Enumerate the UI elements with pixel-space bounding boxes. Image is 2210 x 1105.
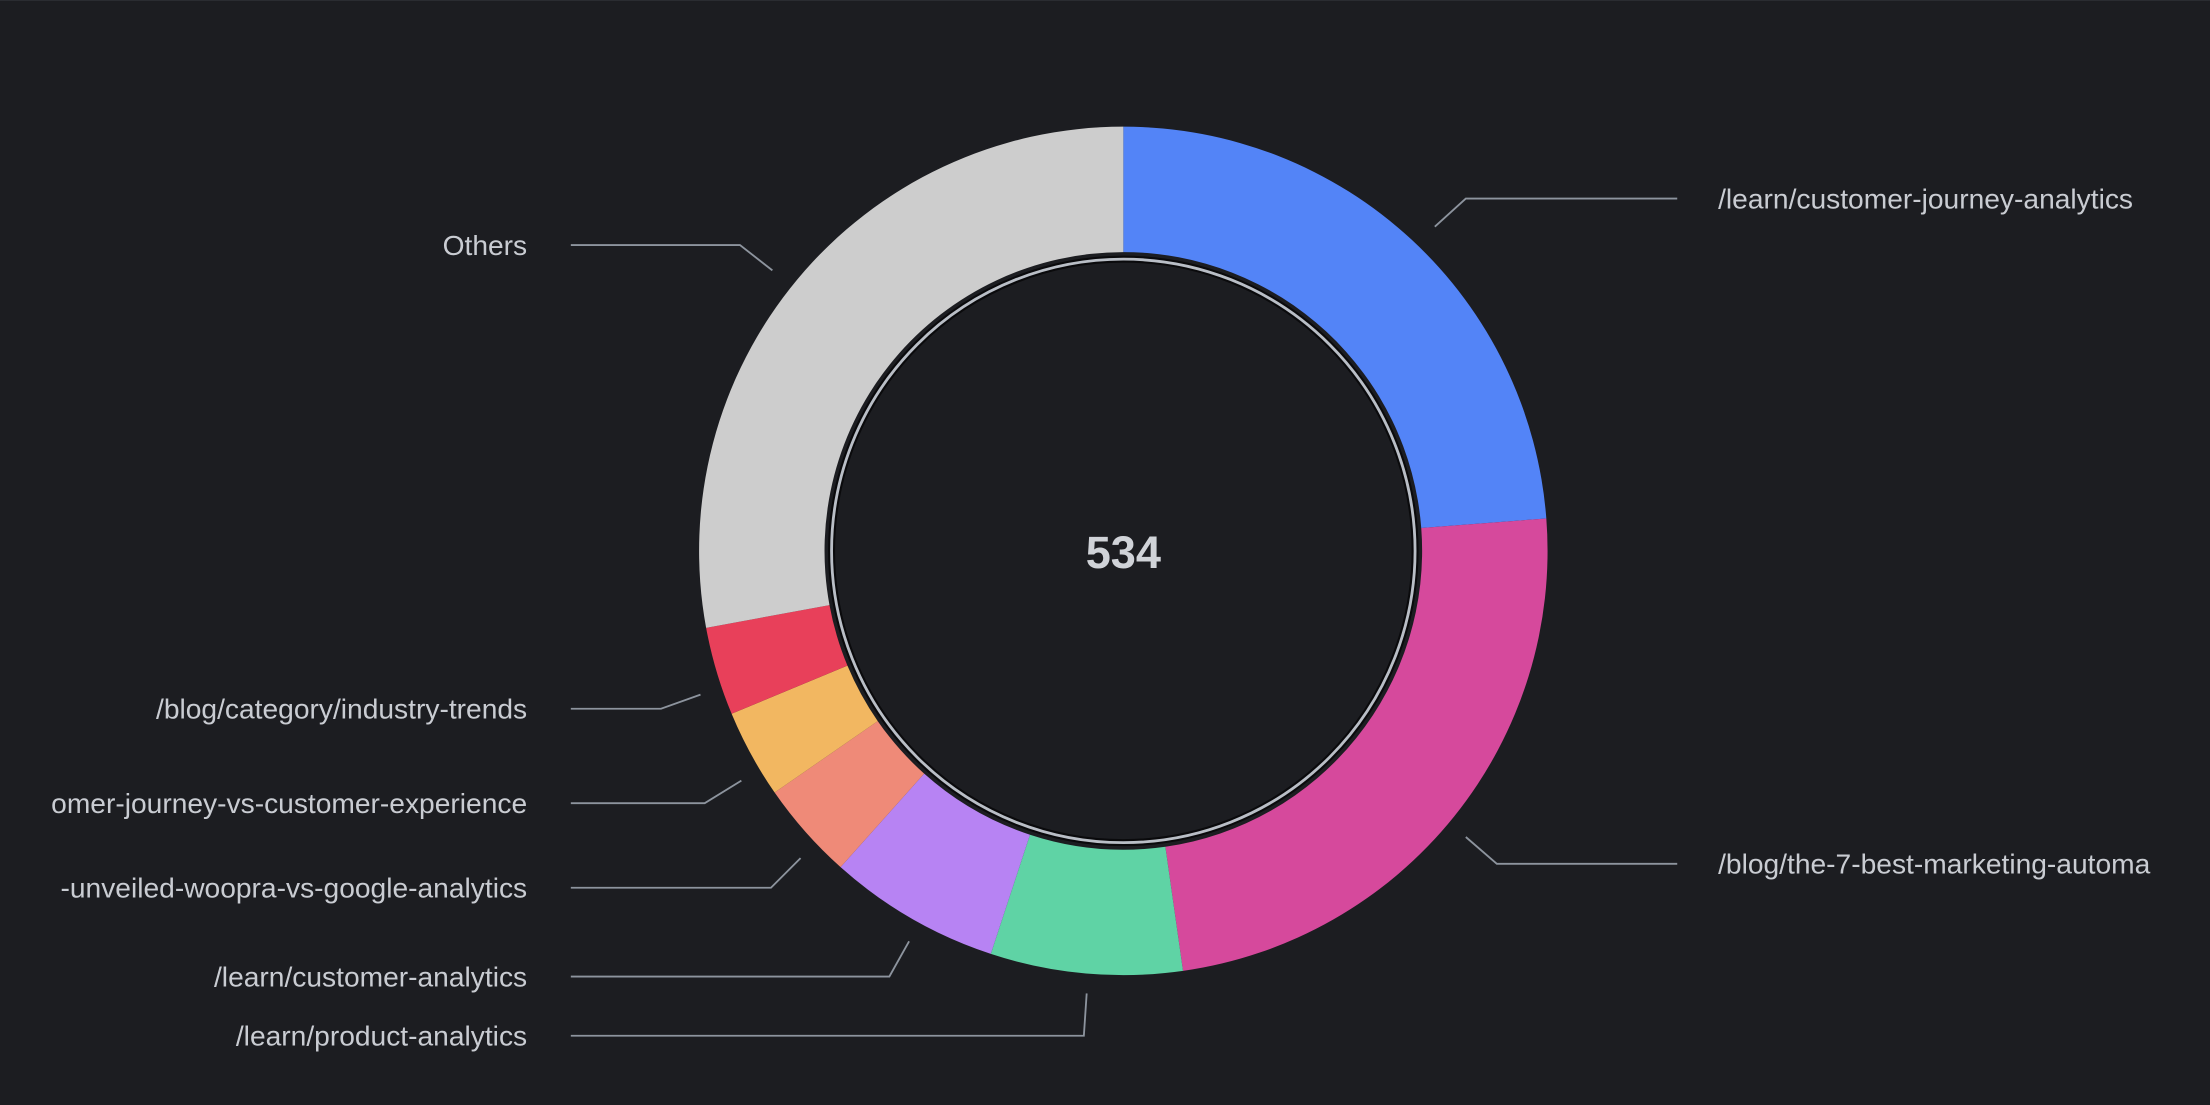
slice-4[interactable] — [774, 721, 925, 868]
leader-line — [570, 940, 910, 978]
slice-0[interactable] — [1123, 126, 1547, 529]
slice-6[interactable] — [706, 605, 848, 714]
slice-label: /blog/the-7-best-marketing-automa — [1718, 848, 2151, 880]
slice-label: -unveiled-woopra-vs-google-analytics — [61, 872, 528, 904]
leader-line — [570, 779, 742, 805]
slice-label: /learn/customer-journey-analytics — [1718, 182, 2133, 214]
leader-line — [570, 693, 701, 710]
leader-line — [1434, 197, 1678, 228]
slice-3[interactable] — [840, 773, 1030, 954]
leader-line — [570, 993, 1088, 1037]
slice-2[interactable] — [990, 834, 1184, 976]
slice-label: /learn/customer-analytics — [214, 960, 527, 992]
slice-label: Others — [443, 229, 528, 261]
slice-label: omer-journey-vs-customer-experience — [51, 787, 527, 819]
slice-1[interactable] — [1165, 518, 1548, 971]
leader-line — [570, 244, 773, 272]
inner-ring-highlight — [830, 257, 1417, 845]
leader-line — [570, 857, 802, 889]
slice-label: /learn/product-analytics — [236, 1020, 527, 1052]
slice-5[interactable] — [731, 665, 878, 793]
slice-label: /blog/category/industry-trends — [156, 693, 527, 725]
slice-7[interactable] — [699, 126, 1124, 628]
total-value: 534 — [1086, 527, 1161, 578]
leader-line — [1465, 836, 1678, 865]
